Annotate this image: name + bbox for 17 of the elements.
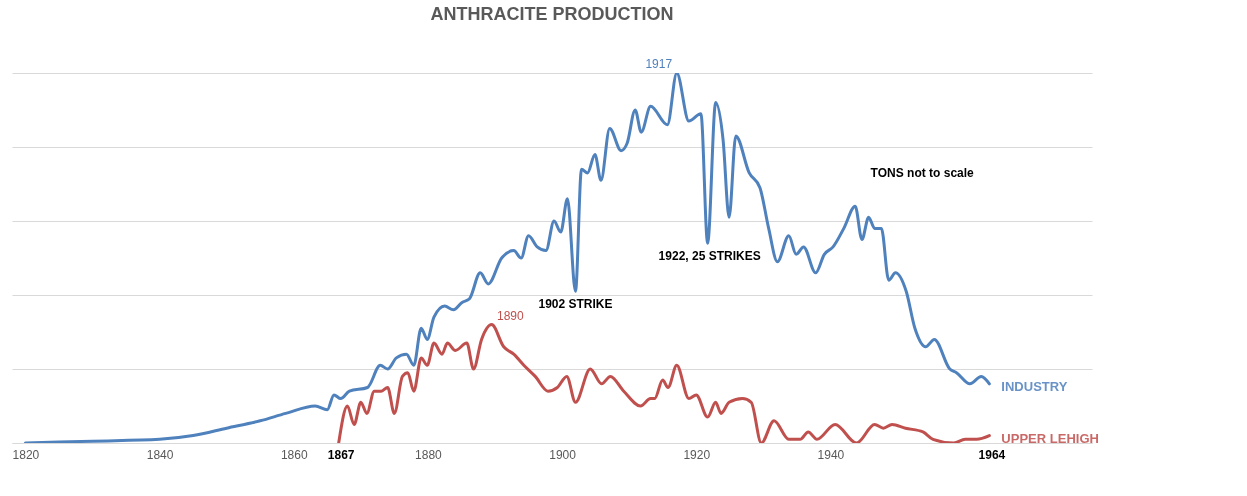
x-tick-label: 1867	[327, 447, 355, 462]
annotation: 1902 STRIKE	[538, 297, 613, 312]
annotation: 1890	[496, 308, 524, 323]
x-tick-label: 1860	[280, 447, 308, 462]
annotation: 1917	[645, 57, 673, 71]
series-label: UPPER LEHIGH	[1001, 430, 1099, 446]
series-label: INDUSTRY	[1001, 378, 1068, 394]
chart-title: ANTHRACITE PRODUCTION	[430, 4, 674, 24]
annotation: 1922, 25 STRIKES	[658, 249, 761, 264]
x-tick-label: 1964	[978, 447, 1006, 462]
x-tick-label: 1820	[12, 447, 40, 462]
x-tick-label: 1900	[549, 447, 577, 462]
annotation: TONS not to scale	[870, 165, 975, 180]
x-tick-label: 1940	[817, 447, 845, 462]
x-tick-label: 1920	[683, 447, 711, 462]
x-tick-label: 1880	[415, 447, 443, 462]
x-tick-label: 1840	[146, 447, 174, 462]
